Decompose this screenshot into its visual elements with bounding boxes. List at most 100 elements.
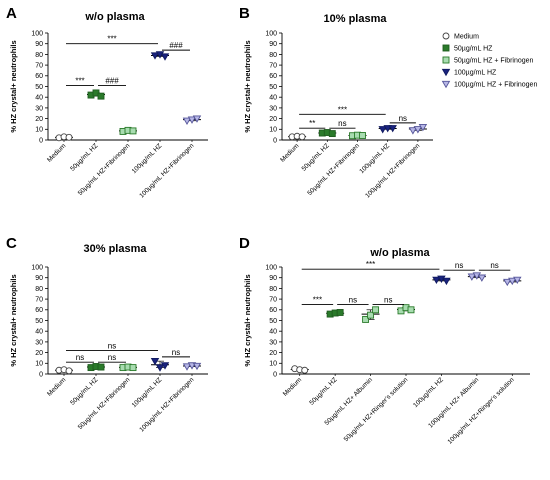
y-tick-label: 10 (35, 361, 43, 368)
data-point (129, 364, 137, 372)
series-group (290, 365, 309, 374)
panel-title: w/o plasma (369, 247, 430, 259)
y-tick-label: 30 (35, 105, 43, 112)
significance-label: *** (338, 105, 347, 114)
legend-marker (441, 80, 451, 89)
series-group (318, 129, 337, 138)
series-group (326, 309, 345, 318)
series-group (150, 358, 170, 372)
legend-label: 100µg/mL HZ + Fibrinogen (454, 82, 537, 89)
data-point (336, 309, 344, 316)
data-point (367, 311, 375, 319)
y-tick-label: 70 (35, 63, 43, 70)
series-group (87, 89, 105, 100)
x-category-label: 100µg/mL HZ+Fibrinogen (138, 142, 195, 199)
y-tick-label: 70 (35, 297, 43, 304)
data-point (383, 125, 392, 133)
legend: Medium 50µg/mL HZ 50µg/mL HZ + Fibrinogen 1… (441, 32, 537, 89)
x-category-label: 100µg/mL HZ (131, 142, 164, 175)
significance-label: *** (313, 295, 322, 304)
y-tick-label: 10 (269, 127, 277, 134)
x-category-label: Medium (46, 376, 67, 397)
significance-label: ### (169, 41, 183, 50)
panel-c: C 30% plasma 0 10 20 30 40 50 60 70 80 90 100 % HZ cr… (6, 235, 208, 434)
y-tick-label: 40 (35, 329, 43, 336)
data-point (129, 127, 137, 135)
series-group (119, 363, 137, 372)
y-tick-label: 80 (35, 286, 43, 293)
y-tick-label: 50 (35, 84, 43, 91)
panel-letter: D (239, 235, 250, 252)
x-category-label: Medium (46, 142, 67, 163)
data-point (155, 364, 165, 372)
significance-label: ns (349, 295, 357, 304)
y-tick-label: 50 (35, 318, 43, 325)
series-group (182, 362, 202, 371)
data-point (418, 124, 428, 132)
significance-label: ns (172, 348, 180, 357)
series-group (348, 131, 367, 140)
data-point (192, 115, 202, 123)
significance-label: *** (75, 76, 84, 85)
panel-letter: C (6, 235, 17, 252)
data-point (150, 52, 160, 60)
data-point (513, 276, 522, 285)
series-group (55, 133, 73, 142)
significance-label: ns (108, 353, 116, 362)
significance-label: ns (399, 114, 407, 123)
legend-marker (442, 56, 450, 64)
y-tick-label: 100 (265, 30, 277, 37)
significance-label: ** (309, 119, 315, 128)
significance-label: *** (366, 260, 375, 269)
data-point (432, 276, 441, 285)
data-point (65, 133, 73, 141)
data-point (97, 92, 105, 100)
y-tick-label: 100 (31, 264, 43, 271)
y-tick-label: 80 (269, 286, 277, 293)
data-point (388, 125, 397, 133)
x-category-label: 50µg/mL HZ (69, 142, 99, 172)
data-point (160, 362, 170, 370)
legend-marker (441, 68, 451, 77)
x-category-label: 100µg/mL HZ (131, 376, 164, 409)
series-group (432, 275, 451, 286)
significance-label: ns (384, 295, 392, 304)
significance-label: ns (108, 341, 116, 350)
series-group (397, 304, 415, 315)
y-tick-label: 0 (39, 371, 43, 378)
data-point (328, 130, 336, 138)
data-point (97, 363, 105, 371)
data-point (442, 277, 451, 286)
y-tick-label: 90 (269, 275, 277, 282)
x-category-label: 50µg/mL HZ (301, 142, 331, 172)
x-category-label: 100µg/mL HZ+Ringer's solution (446, 376, 516, 446)
y-tick-label: 70 (269, 63, 277, 70)
data-point (192, 362, 202, 371)
legend-label: 100µg/mL HZ (454, 70, 497, 77)
data-point (413, 126, 423, 134)
y-tick-label: 90 (269, 41, 277, 48)
significance-label: ns (76, 353, 84, 362)
y-tick-label: 100 (31, 30, 43, 37)
y-tick-label: 70 (269, 297, 277, 304)
y-tick-label: 40 (269, 329, 277, 336)
data-point (378, 126, 387, 134)
y-tick-label: 30 (269, 105, 277, 112)
panel-title: 10% plasma (324, 13, 388, 25)
series-group (408, 124, 428, 135)
data-point (182, 363, 192, 371)
x-category-label: 50µg/mL HZ (308, 376, 338, 406)
x-category-label: 100µg/mL HZ (412, 376, 445, 409)
data-point (503, 278, 512, 287)
series-group (55, 366, 73, 375)
y-axis-label: % HZ crystal+ neutrophils (243, 274, 252, 366)
data-point (298, 133, 306, 141)
y-tick-label: 80 (269, 52, 277, 59)
data-point (160, 53, 170, 61)
series-group (288, 132, 307, 141)
panel-letter: A (6, 5, 17, 22)
y-tick-label: 20 (269, 116, 277, 123)
series-group (467, 272, 487, 282)
x-category-label: 50µg/mL HZ (69, 376, 99, 406)
y-tick-label: 10 (269, 361, 277, 368)
